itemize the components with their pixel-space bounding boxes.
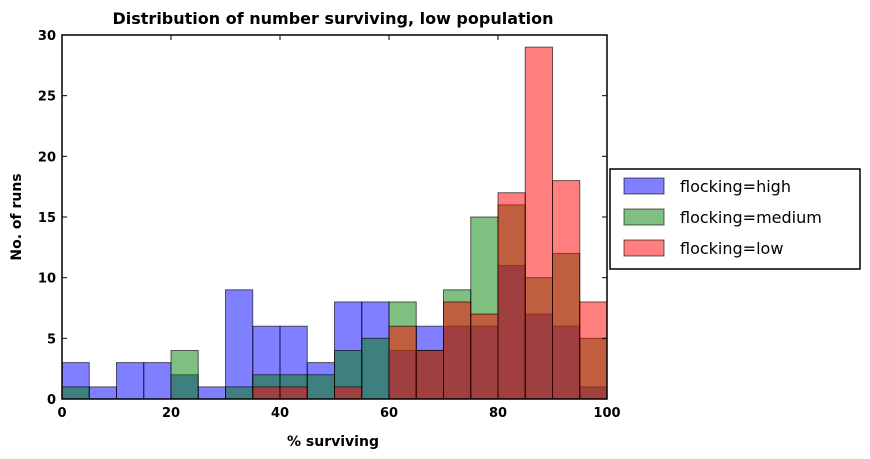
y-tick-label-5: 5 [47,332,56,347]
y-axis-label: No. of runs [9,173,25,260]
legend-label-0: flocking=high [680,177,791,196]
legend-swatch-1 [623,208,665,226]
ticks-layer: 0 20 40 60 80 100 0 5 10 15 20 25 30 [38,29,621,421]
bars-layer [61,46,608,400]
x-tick-label-60: 60 [380,406,398,421]
y-tick-label-15: 15 [38,211,56,226]
legend-swatch-2 [623,239,665,257]
legend-swatch-0 [623,177,665,195]
bar-flocking-medium-20 [170,349,199,400]
bar-flocking-low-35 [252,386,281,400]
plot-frame [61,34,608,400]
bar-flocking-low-50 [334,386,363,400]
y-tick-label-30: 30 [38,29,56,44]
bar-flocking-medium-30 [225,386,254,400]
x-tick-label-40: 40 [271,406,289,421]
bar-flocking-medium-0 [61,386,90,400]
chart-title: Distribution of number surviving, low po… [112,9,553,28]
y-tick-label-0: 0 [47,393,56,408]
legend-label-1: flocking=medium [680,208,822,227]
bar-flocking-medium-45 [306,374,335,400]
bar-flocking-low-80 [497,192,526,400]
bar-flocking-high-30 [225,289,254,400]
bar-flocking-high-5 [88,386,117,400]
y-tick-label-20: 20 [38,150,56,165]
bar-flocking-low-85 [524,46,553,400]
bar-flocking-high-15 [143,362,172,400]
bar-flocking-high-25 [197,386,226,400]
bar-flocking-low-95 [579,301,608,400]
y-tick-label-25: 25 [38,90,56,105]
bar-flocking-low-60 [388,325,417,400]
x-tick-label-100: 100 [593,406,620,421]
bar-flocking-medium-55 [361,337,390,400]
bar-flocking-low-90 [552,180,581,400]
x-tick-label-20: 20 [162,406,180,421]
legend: flocking=high flocking=medium flocking=low [609,168,861,270]
x-axis-label: % surviving [287,434,379,450]
legend-label-2: flocking=low [680,239,783,258]
bar-flocking-low-65 [415,349,444,400]
bar-flocking-low-40 [279,386,308,400]
bar-flocking-high-10 [116,362,145,400]
x-tick-label-80: 80 [489,406,507,421]
bar-flocking-low-70 [443,301,472,400]
x-tick-label-0: 0 [57,406,66,421]
y-tick-label-10: 10 [38,272,56,287]
bar-flocking-low-75 [470,313,499,400]
